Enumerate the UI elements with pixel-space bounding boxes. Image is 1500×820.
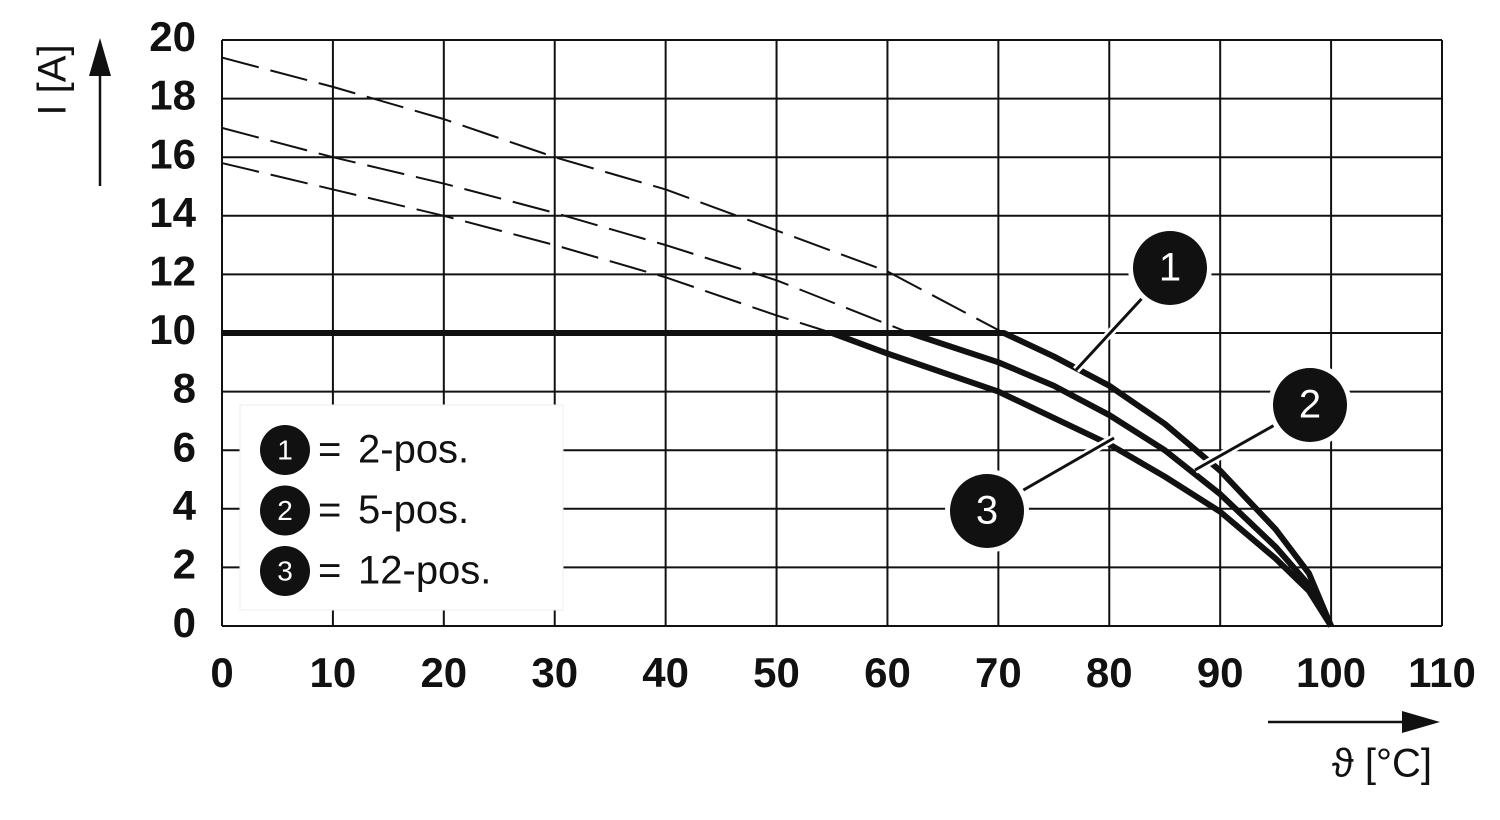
y-axis-label: I [A] bbox=[31, 44, 75, 115]
y-tick-label: 8 bbox=[173, 365, 196, 412]
legend-label: 2-pos. bbox=[358, 428, 469, 472]
callout-circle bbox=[1273, 368, 1347, 442]
legend-marker bbox=[260, 546, 310, 596]
legend-marker bbox=[260, 425, 310, 475]
callout-label: 3 bbox=[976, 489, 998, 533]
x-tick-label: 50 bbox=[753, 649, 800, 696]
legend-key: 3 bbox=[277, 555, 293, 586]
y-tick-label: 12 bbox=[149, 247, 196, 294]
y-tick-label: 4 bbox=[173, 482, 197, 529]
callout-label: 2 bbox=[1299, 383, 1321, 427]
callout-circle bbox=[1133, 231, 1207, 305]
extrapolated-line bbox=[221, 56, 1005, 334]
legend-equals: = bbox=[318, 488, 341, 532]
x-tick-label: 70 bbox=[975, 649, 1022, 696]
y-tick-label: 18 bbox=[149, 72, 196, 119]
y-tick-label: 6 bbox=[173, 423, 196, 470]
callout-label: 1 bbox=[1159, 246, 1181, 290]
legend-label: 12-pos. bbox=[358, 549, 491, 593]
x-tick-label: 20 bbox=[420, 649, 467, 696]
x-tick-label: 10 bbox=[310, 649, 357, 696]
x-arrow-head bbox=[1402, 711, 1440, 733]
x-tick-label: 110 bbox=[1408, 649, 1476, 696]
extrapolated-line bbox=[221, 126, 911, 334]
y-tick-label: 16 bbox=[149, 130, 196, 177]
legend-key: 2 bbox=[277, 495, 293, 526]
y-tick-label: 10 bbox=[149, 306, 196, 353]
legend-marker bbox=[260, 485, 310, 536]
y-tick-label: 0 bbox=[173, 599, 196, 646]
x-tick-label: 100 bbox=[1296, 649, 1366, 696]
extrapolated-line bbox=[221, 162, 833, 334]
legend-equals: = bbox=[318, 428, 341, 472]
y-tick-label: 20 bbox=[149, 13, 196, 60]
series-line bbox=[222, 330, 1334, 628]
legend-key: 1 bbox=[277, 434, 293, 465]
x-tick-label: 40 bbox=[642, 649, 689, 696]
series-line bbox=[222, 330, 1334, 628]
y-arrow-head bbox=[89, 38, 111, 76]
x-tick-label: 30 bbox=[531, 649, 578, 696]
legend-equals: = bbox=[318, 549, 341, 593]
callout-circle bbox=[950, 474, 1024, 548]
x-tick-label: 90 bbox=[1197, 649, 1244, 696]
legend-label: 5-pos. bbox=[358, 488, 469, 532]
foreground: 0 10 20 30 40 50 60 70 80 90 100 110024681012141618… bbox=[149, 13, 1476, 696]
x-tick-label: 60 bbox=[864, 649, 911, 696]
series-line bbox=[222, 330, 1334, 628]
curves bbox=[221, 56, 1334, 628]
grid bbox=[221, 39, 1443, 627]
x-axis-label: ϑ [°C] bbox=[1332, 742, 1432, 786]
y-tick-label: 2 bbox=[173, 540, 196, 587]
x-tick-label: 0 bbox=[210, 649, 233, 696]
y-tick-label: 14 bbox=[149, 189, 196, 236]
x-tick-label: 80 bbox=[1086, 649, 1133, 696]
